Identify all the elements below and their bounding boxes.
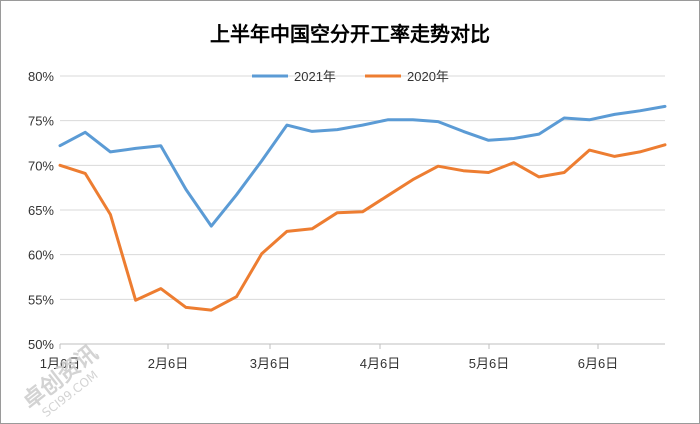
series-lines <box>58 104 667 312</box>
y-tick-label: 70% <box>28 158 54 173</box>
gridlines <box>60 75 665 300</box>
x-tick-label: 2月6日 <box>148 356 188 371</box>
series-line-2020 <box>58 143 667 312</box>
x-tick-label: 6月6日 <box>578 356 618 371</box>
series-line-2021 <box>58 104 667 228</box>
y-tick-label: 75% <box>28 114 54 129</box>
chart-title: 上半年中国空分开工率走势对比 <box>210 22 490 46</box>
legend-label: 2021年 <box>294 69 336 84</box>
legend: 2021年 2020年 <box>252 69 449 84</box>
x-axis: 1月6日 2月6日 3月6日 4月6日 5月6日 6月6日 <box>40 343 665 371</box>
x-tick-label: 1月6日 <box>40 356 80 371</box>
y-tick-label: 65% <box>28 203 54 218</box>
x-tick-label: 5月6日 <box>469 356 509 371</box>
y-tick-label: 80% <box>28 69 54 84</box>
y-tick-label: 50% <box>28 337 54 352</box>
y-tick-label: 55% <box>28 292 54 307</box>
x-tick-label: 3月6日 <box>250 356 290 371</box>
legend-label: 2020年 <box>407 69 449 84</box>
y-tick-label: 60% <box>28 248 54 263</box>
y-axis-ticks: 50% 55% 60% 65% 70% 75% 80% <box>28 69 54 352</box>
x-tick-label: 4月6日 <box>360 356 400 371</box>
